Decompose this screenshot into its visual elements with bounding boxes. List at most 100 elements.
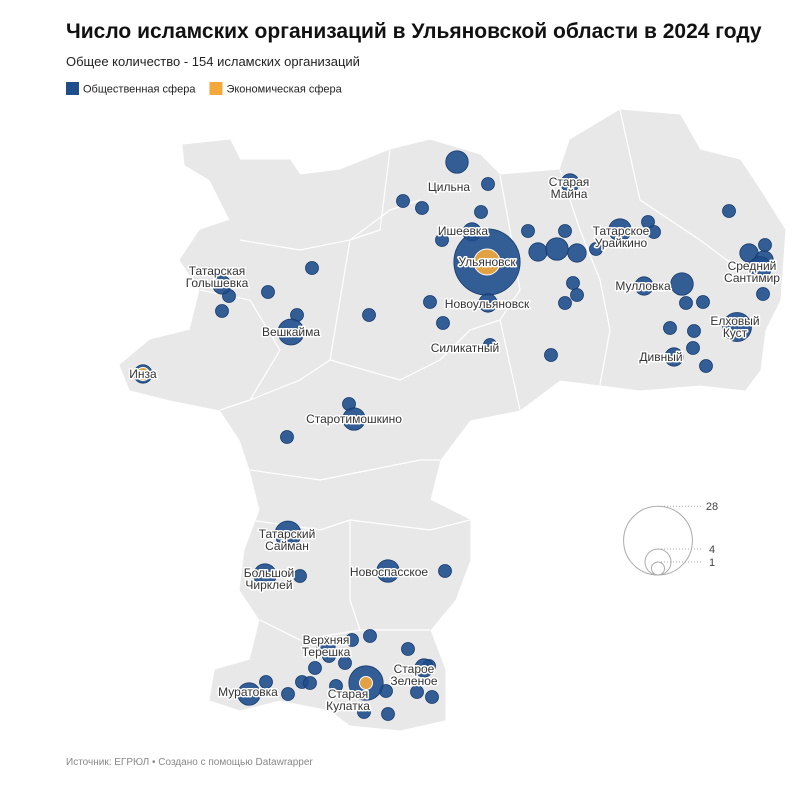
place-label: Татарское Урайкино (593, 224, 650, 250)
bubble (545, 237, 569, 261)
bubble (528, 242, 548, 262)
bubble (415, 201, 429, 215)
place-labels: Цильна Старая Майна Ишеевка Ульяновск Татарск… (128, 174, 782, 715)
legend-swatch (66, 82, 79, 95)
bubble (670, 272, 694, 296)
size-circle (651, 561, 665, 576)
bubble (316, 636, 336, 656)
bubble (544, 348, 558, 362)
place-label: Елховый Куст (710, 314, 759, 340)
bubble (483, 338, 497, 352)
economic-bubble (473, 248, 501, 276)
place-label: Вешкайма (262, 325, 320, 339)
bubble (414, 658, 434, 678)
place-label: Старотимошкино (306, 412, 402, 426)
bubble (686, 341, 700, 355)
bubble (756, 287, 770, 301)
bubble (281, 687, 295, 701)
legend-swatch (209, 82, 223, 95)
bubble (558, 296, 572, 310)
bubble (410, 685, 424, 699)
legend-label: Экономическая сфера (226, 84, 342, 96)
place-label: Татарский Сайман (259, 527, 316, 553)
bubble (425, 690, 439, 704)
bubble (481, 177, 495, 191)
bubble (687, 324, 701, 338)
bubble (303, 676, 317, 690)
bubble (567, 243, 587, 263)
bubble (647, 225, 661, 239)
place-label: Средний Сантимир (724, 259, 780, 285)
place-label: Ульяновск (458, 255, 516, 269)
bubble (293, 569, 307, 583)
subtitle: Общее количество - 154 исламских организ… (66, 54, 360, 69)
bubble (342, 407, 366, 431)
place-label: Инза (129, 367, 157, 381)
bubble (478, 293, 498, 313)
bubble (474, 205, 488, 219)
place-label: Татарская Голышевка (186, 264, 249, 290)
region-shape (119, 109, 786, 731)
size-circle (623, 505, 693, 576)
bubble (308, 661, 322, 675)
place-label: Старое Зеленое (390, 662, 438, 688)
bubble (589, 242, 603, 256)
bubble (237, 682, 261, 706)
legend: Общественная сфера Экономическая сфера (66, 82, 343, 96)
bubble (376, 559, 400, 583)
bubble (558, 224, 572, 238)
bubble (401, 642, 415, 656)
place-label: Муратовка (218, 685, 278, 699)
bubble (521, 224, 535, 238)
place-label: Старая Майна (549, 175, 590, 201)
bubble (274, 520, 302, 548)
title: Число исламских организаций в Ульяновско… (66, 20, 762, 43)
place-label: Мулловка (615, 279, 671, 293)
bubble (261, 285, 275, 299)
bubble (679, 296, 693, 310)
place-label: Силикатный (431, 341, 499, 355)
size-label: 4 (709, 544, 715, 556)
bubble (663, 321, 677, 335)
bubble (280, 430, 294, 444)
bubble (423, 295, 437, 309)
bubble (345, 633, 359, 647)
bubble (215, 304, 229, 318)
bubble (445, 150, 469, 174)
bubble (259, 675, 273, 689)
bubble (381, 707, 395, 721)
place-label: Верхняя Терешка (302, 633, 351, 659)
bubble (641, 215, 655, 229)
bubble (438, 564, 452, 578)
place-label: Новоульяновск (445, 297, 530, 311)
size-label: 28 (706, 501, 718, 513)
bubble (305, 261, 319, 275)
size-legend: 28 41 (623, 501, 718, 576)
bubble (329, 679, 343, 693)
place-label: Новоспасское (350, 565, 428, 579)
bubble (748, 256, 772, 280)
bubble (396, 194, 410, 208)
bubble (362, 308, 376, 322)
legend-label: Общественная сфера (83, 84, 196, 96)
bubble (212, 275, 232, 295)
bubble (664, 347, 684, 367)
bubble (363, 629, 377, 643)
bubble (570, 288, 584, 302)
economic-bubble (359, 676, 373, 690)
bubble (357, 705, 371, 719)
bubble (722, 204, 736, 218)
source: Источник: ЕГРЮЛ • Создано с помощью Data… (66, 757, 313, 768)
place-label: Большой Чирклей (244, 566, 295, 592)
bubble (560, 173, 580, 193)
size-label: 1 (709, 557, 715, 569)
bubble (253, 563, 277, 587)
place-label: Цильна (428, 180, 470, 194)
economic-bubble (136, 367, 150, 381)
place-label: Старая Кулатка (326, 687, 370, 713)
place-label: Ишеевка (438, 224, 488, 238)
bubble (277, 318, 305, 346)
bubble (566, 276, 580, 290)
bubble (696, 295, 710, 309)
